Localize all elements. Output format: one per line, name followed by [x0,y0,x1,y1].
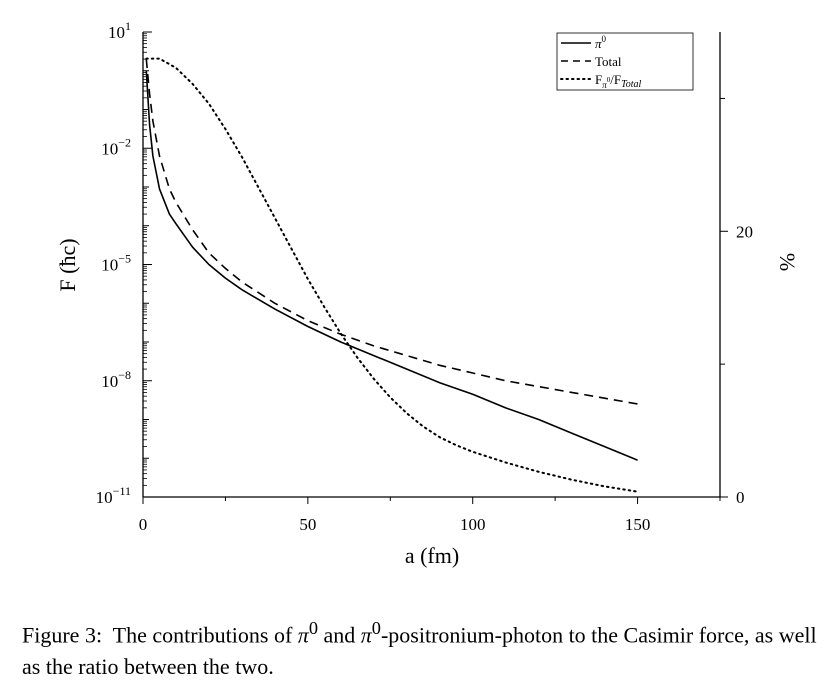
y-left-tick-label: 101 [108,19,131,42]
y-left-tick-label: 10−8 [101,368,131,391]
axis-labels: a (fm) F (ħc) % [55,238,800,568]
x-axis-label: a (fm) [405,543,459,568]
y-left-tick-label: 10−5 [101,252,131,275]
caption-rest: -positronium-photon to the Casimir force… [22,622,817,680]
x-tick-label: 0 [139,515,148,534]
chart-curves [145,57,639,493]
caption-superscript: 0 [371,618,381,638]
y-right-tick-label: 0 [736,488,745,507]
x-tick-label: 100 [460,515,486,534]
legend-label: π0 [595,34,607,51]
chart-axes [142,31,728,504]
y-left-tick-label: 10−11 [96,484,131,507]
legend-label: Total [595,54,622,69]
x-tick-label: 50 [299,515,316,534]
series-line-dotted [145,57,639,493]
caption-superscript: 0 [308,618,318,638]
x-tick-label: 150 [625,515,651,534]
series-line-solid [145,70,638,461]
y-axis-label-right: % [775,253,800,271]
figure-caption: Figure 3: The contributions of π0 and π0… [22,612,822,683]
caption-pi-symbol: π [360,622,372,648]
tick-labels: 0 50 100 150 101 10−2 10−5 10−8 10−11 0 20 [96,19,753,534]
chart: 0 50 100 150 101 10−2 10−5 10−8 10−11 0 20 a (fm) … [55,19,800,568]
y-axis-label-left: F (ħc) [55,238,80,291]
y-right-tick-label: 20 [736,222,753,241]
caption-pi-symbol: π [297,622,309,648]
series-line-dashed [145,59,638,405]
caption-prefix: Figure 3: The contributions of [22,622,298,648]
y-left-tick-label: 10−2 [101,135,131,158]
caption-mid: and [318,622,361,648]
